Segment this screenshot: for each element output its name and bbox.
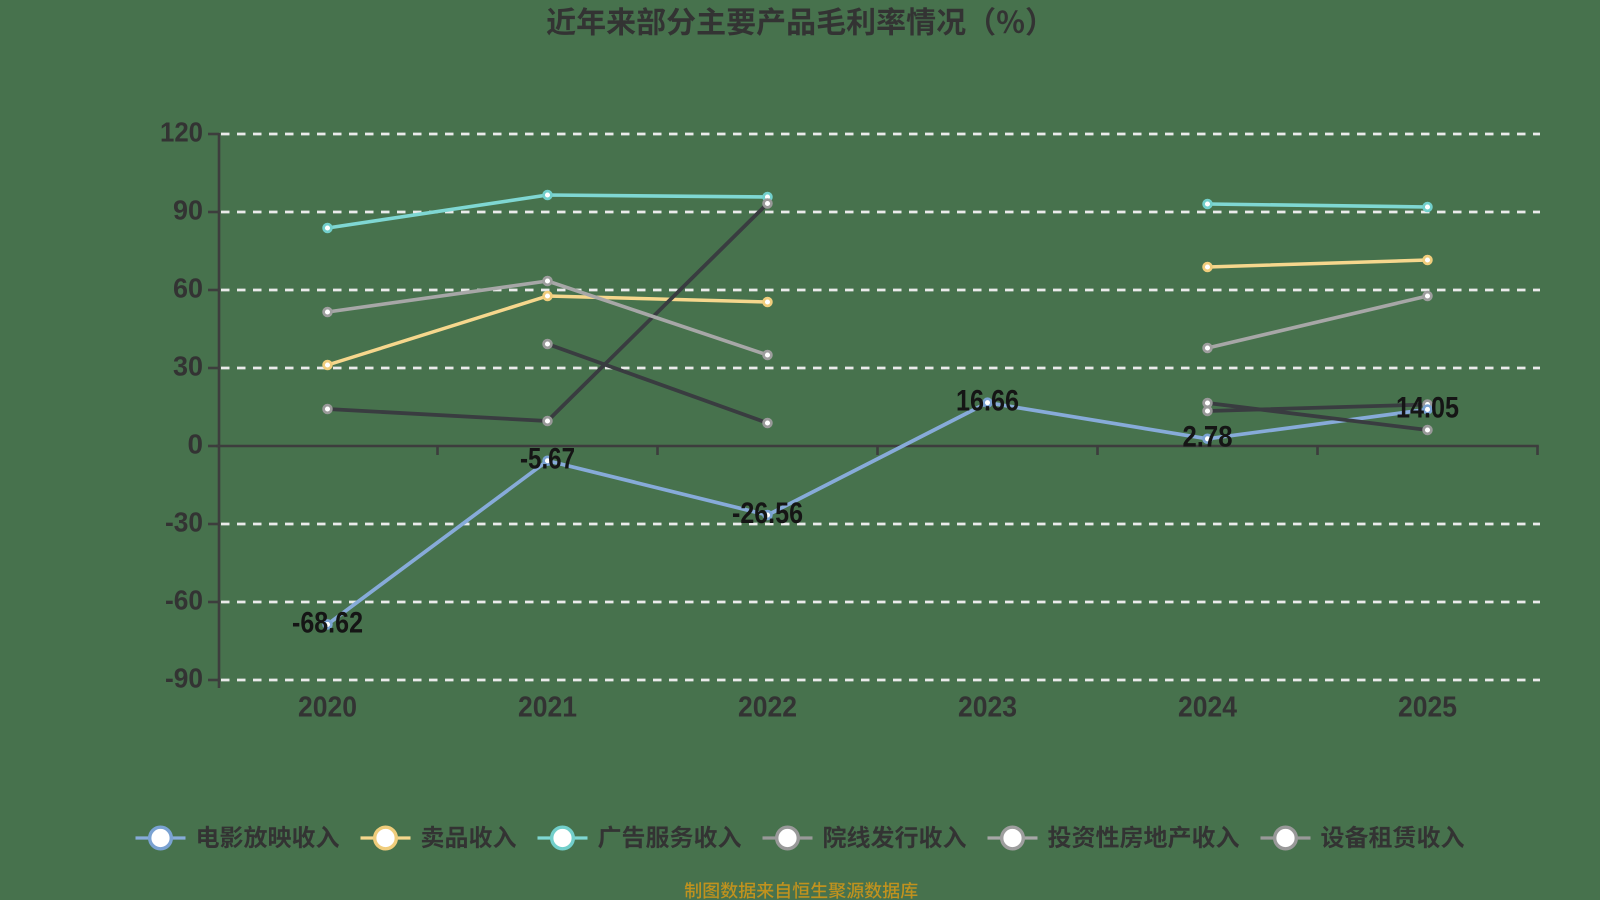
svg-text:-30: -30 (165, 506, 203, 537)
svg-text:0: 0 (188, 428, 204, 459)
svg-text:2021: 2021 (518, 691, 577, 723)
svg-text:2024: 2024 (1178, 691, 1237, 723)
svg-text:2.78: 2.78 (1183, 421, 1233, 454)
svg-text:-90: -90 (165, 662, 203, 693)
svg-text:-60: -60 (165, 584, 203, 615)
svg-text:2022: 2022 (738, 691, 797, 723)
svg-text:90: 90 (173, 194, 203, 225)
svg-text:2020: 2020 (298, 691, 357, 723)
svg-text:2025: 2025 (1398, 691, 1457, 723)
svg-text:120: 120 (160, 116, 203, 147)
svg-text:16.66: 16.66 (956, 385, 1019, 418)
svg-text:-68.62: -68.62 (292, 606, 363, 639)
svg-text:-26.56: -26.56 (732, 497, 803, 530)
svg-text:30: 30 (173, 350, 203, 381)
svg-text:60: 60 (173, 272, 203, 303)
svg-text:-5.67: -5.67 (520, 443, 575, 476)
svg-text:2023: 2023 (958, 691, 1017, 723)
svg-text:14.05: 14.05 (1396, 391, 1459, 424)
